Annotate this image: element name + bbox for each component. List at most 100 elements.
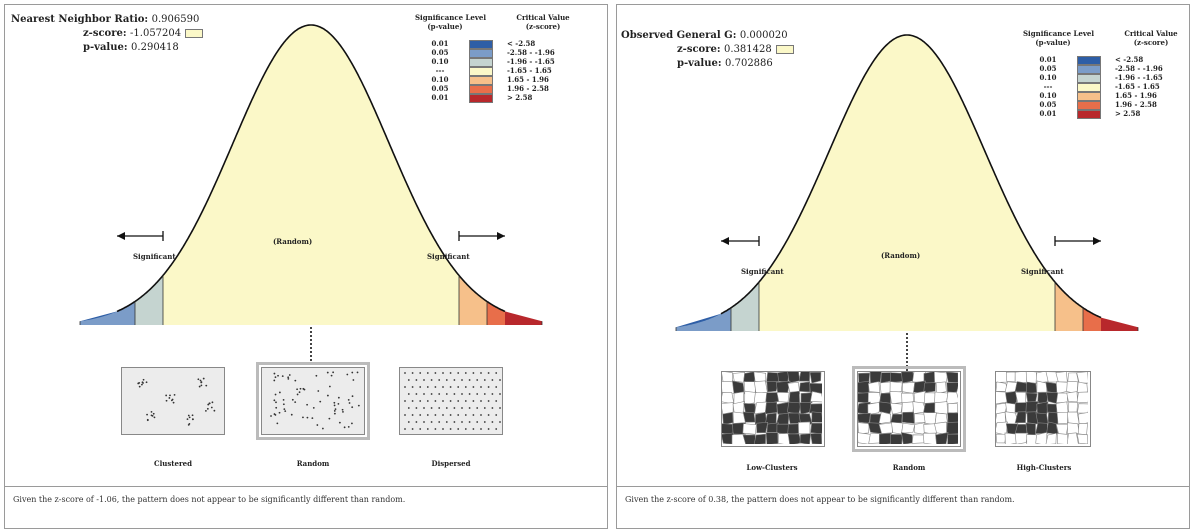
pattern-dot xyxy=(342,410,344,413)
pattern-dot xyxy=(457,428,460,430)
pattern-polygon xyxy=(869,370,882,384)
pattern-dot xyxy=(188,416,191,419)
pattern-dot xyxy=(472,400,475,402)
pattern-dot xyxy=(487,428,490,430)
left-arrow-head xyxy=(117,232,125,240)
pattern-polygon xyxy=(1014,423,1028,435)
pattern-dot xyxy=(274,376,277,379)
pattern-dot xyxy=(495,372,498,374)
pattern-dot xyxy=(499,407,501,409)
pattern-dot xyxy=(461,407,463,409)
pattern-dot xyxy=(141,383,143,386)
z-score-value: 0.381428 xyxy=(724,44,772,55)
curve-region-p05-low xyxy=(676,307,731,331)
legend-color-swatch xyxy=(1077,101,1101,110)
pattern-polygon xyxy=(934,371,948,384)
pattern-dot xyxy=(186,418,189,421)
pattern-polygon xyxy=(1035,370,1049,384)
curve-outline xyxy=(720,34,1102,319)
pattern-polygon xyxy=(800,392,813,404)
pattern-dot xyxy=(434,414,437,416)
pattern-polygon xyxy=(1056,433,1069,445)
pattern-dot xyxy=(426,414,429,416)
pattern-dot xyxy=(415,407,418,409)
pattern-dot xyxy=(457,414,460,416)
pattern-polygon xyxy=(1055,371,1068,383)
pattern-polygon xyxy=(1077,403,1090,414)
legend-z-range: -1.96 - -1.65 xyxy=(1115,73,1163,82)
pattern-dot xyxy=(338,421,341,424)
pattern-polygon xyxy=(856,380,870,395)
pattern-dot xyxy=(169,394,171,397)
pattern-dot xyxy=(495,400,498,402)
pattern-dot xyxy=(438,407,441,409)
pattern-dot xyxy=(468,393,471,395)
pattern-dot xyxy=(434,386,437,388)
pattern-clustered-label: Clustered xyxy=(154,459,192,468)
pattern-dot xyxy=(302,416,304,419)
pattern-dot xyxy=(287,376,290,379)
pattern-dot xyxy=(291,398,294,401)
legend-z-range: -1.65 - 1.65 xyxy=(1115,82,1160,91)
legend-z-range: -1.65 - 1.65 xyxy=(507,66,552,75)
left-arrow-head xyxy=(721,237,729,245)
z-score-value: -1.057204 xyxy=(130,28,182,39)
pattern-dot xyxy=(351,406,354,409)
pattern-dot xyxy=(205,384,208,387)
pattern-dot xyxy=(317,390,320,392)
pattern-dot xyxy=(199,379,202,382)
pattern-dot xyxy=(438,379,441,381)
legend-z-range: > 2.58 xyxy=(1115,109,1141,118)
pattern-dot xyxy=(423,407,425,409)
general-g-label: Observed General G: xyxy=(621,30,737,41)
pattern-dot xyxy=(206,407,209,410)
legend-header-critical: Critical Value (z-score) xyxy=(1121,29,1181,47)
pattern-dot xyxy=(404,372,406,374)
curve-outline xyxy=(116,24,506,313)
pattern-dot xyxy=(499,379,501,381)
legend-z-range: 1.65 - 1.96 xyxy=(507,75,549,84)
legend-header-critical-line: Critical Value xyxy=(516,13,570,22)
pattern-dot xyxy=(487,400,490,402)
pattern-dot xyxy=(165,399,168,402)
legend-p-value: 0.10 xyxy=(431,75,449,84)
pattern-dot xyxy=(152,412,155,415)
pattern-dot xyxy=(273,372,276,375)
pattern-dot xyxy=(168,397,171,399)
result-caption: Given the z-score of -1.06, the pattern … xyxy=(5,486,607,528)
z-score-swatch xyxy=(775,45,794,54)
pattern-dot xyxy=(445,393,448,395)
pattern-dot xyxy=(200,384,203,387)
legend-color-swatch xyxy=(469,76,493,85)
pattern-dot xyxy=(326,371,329,374)
pattern-clustered-image xyxy=(121,367,225,435)
pattern-random-image xyxy=(852,366,966,452)
pattern-dot xyxy=(288,374,291,376)
pattern-dot xyxy=(270,415,272,417)
pattern-low-clusters-image xyxy=(720,370,825,447)
legend-header-significance: Significance Level (p-value) xyxy=(1023,29,1094,47)
pattern-polygon xyxy=(1005,390,1017,405)
pattern-dot xyxy=(423,379,425,381)
pattern-dot xyxy=(442,400,444,402)
pattern-dot xyxy=(491,407,494,409)
pattern-polygon xyxy=(878,411,892,425)
pattern-dot xyxy=(191,418,194,421)
pattern-dot xyxy=(449,372,452,374)
pattern-dot xyxy=(415,379,418,381)
pattern-dot xyxy=(442,414,444,416)
pattern-dot xyxy=(464,400,467,402)
pattern-dot xyxy=(337,402,340,405)
pattern-dot xyxy=(407,379,410,381)
pattern-polygon xyxy=(856,412,871,424)
legend-header-critical-line: Critical Value xyxy=(1124,29,1178,38)
pattern-polygon xyxy=(923,382,936,393)
p-value-value: 0.290418 xyxy=(131,42,179,53)
pattern-polygon xyxy=(1077,423,1088,436)
pattern-dot xyxy=(277,374,279,377)
pattern-dot xyxy=(411,386,414,388)
pattern-dot xyxy=(274,393,277,396)
legend-header-significance-line: Significance Level xyxy=(415,13,487,22)
legend-z-range: -2.58 - -1.96 xyxy=(1115,64,1163,73)
legend-p-value: 0.05 xyxy=(431,84,449,93)
